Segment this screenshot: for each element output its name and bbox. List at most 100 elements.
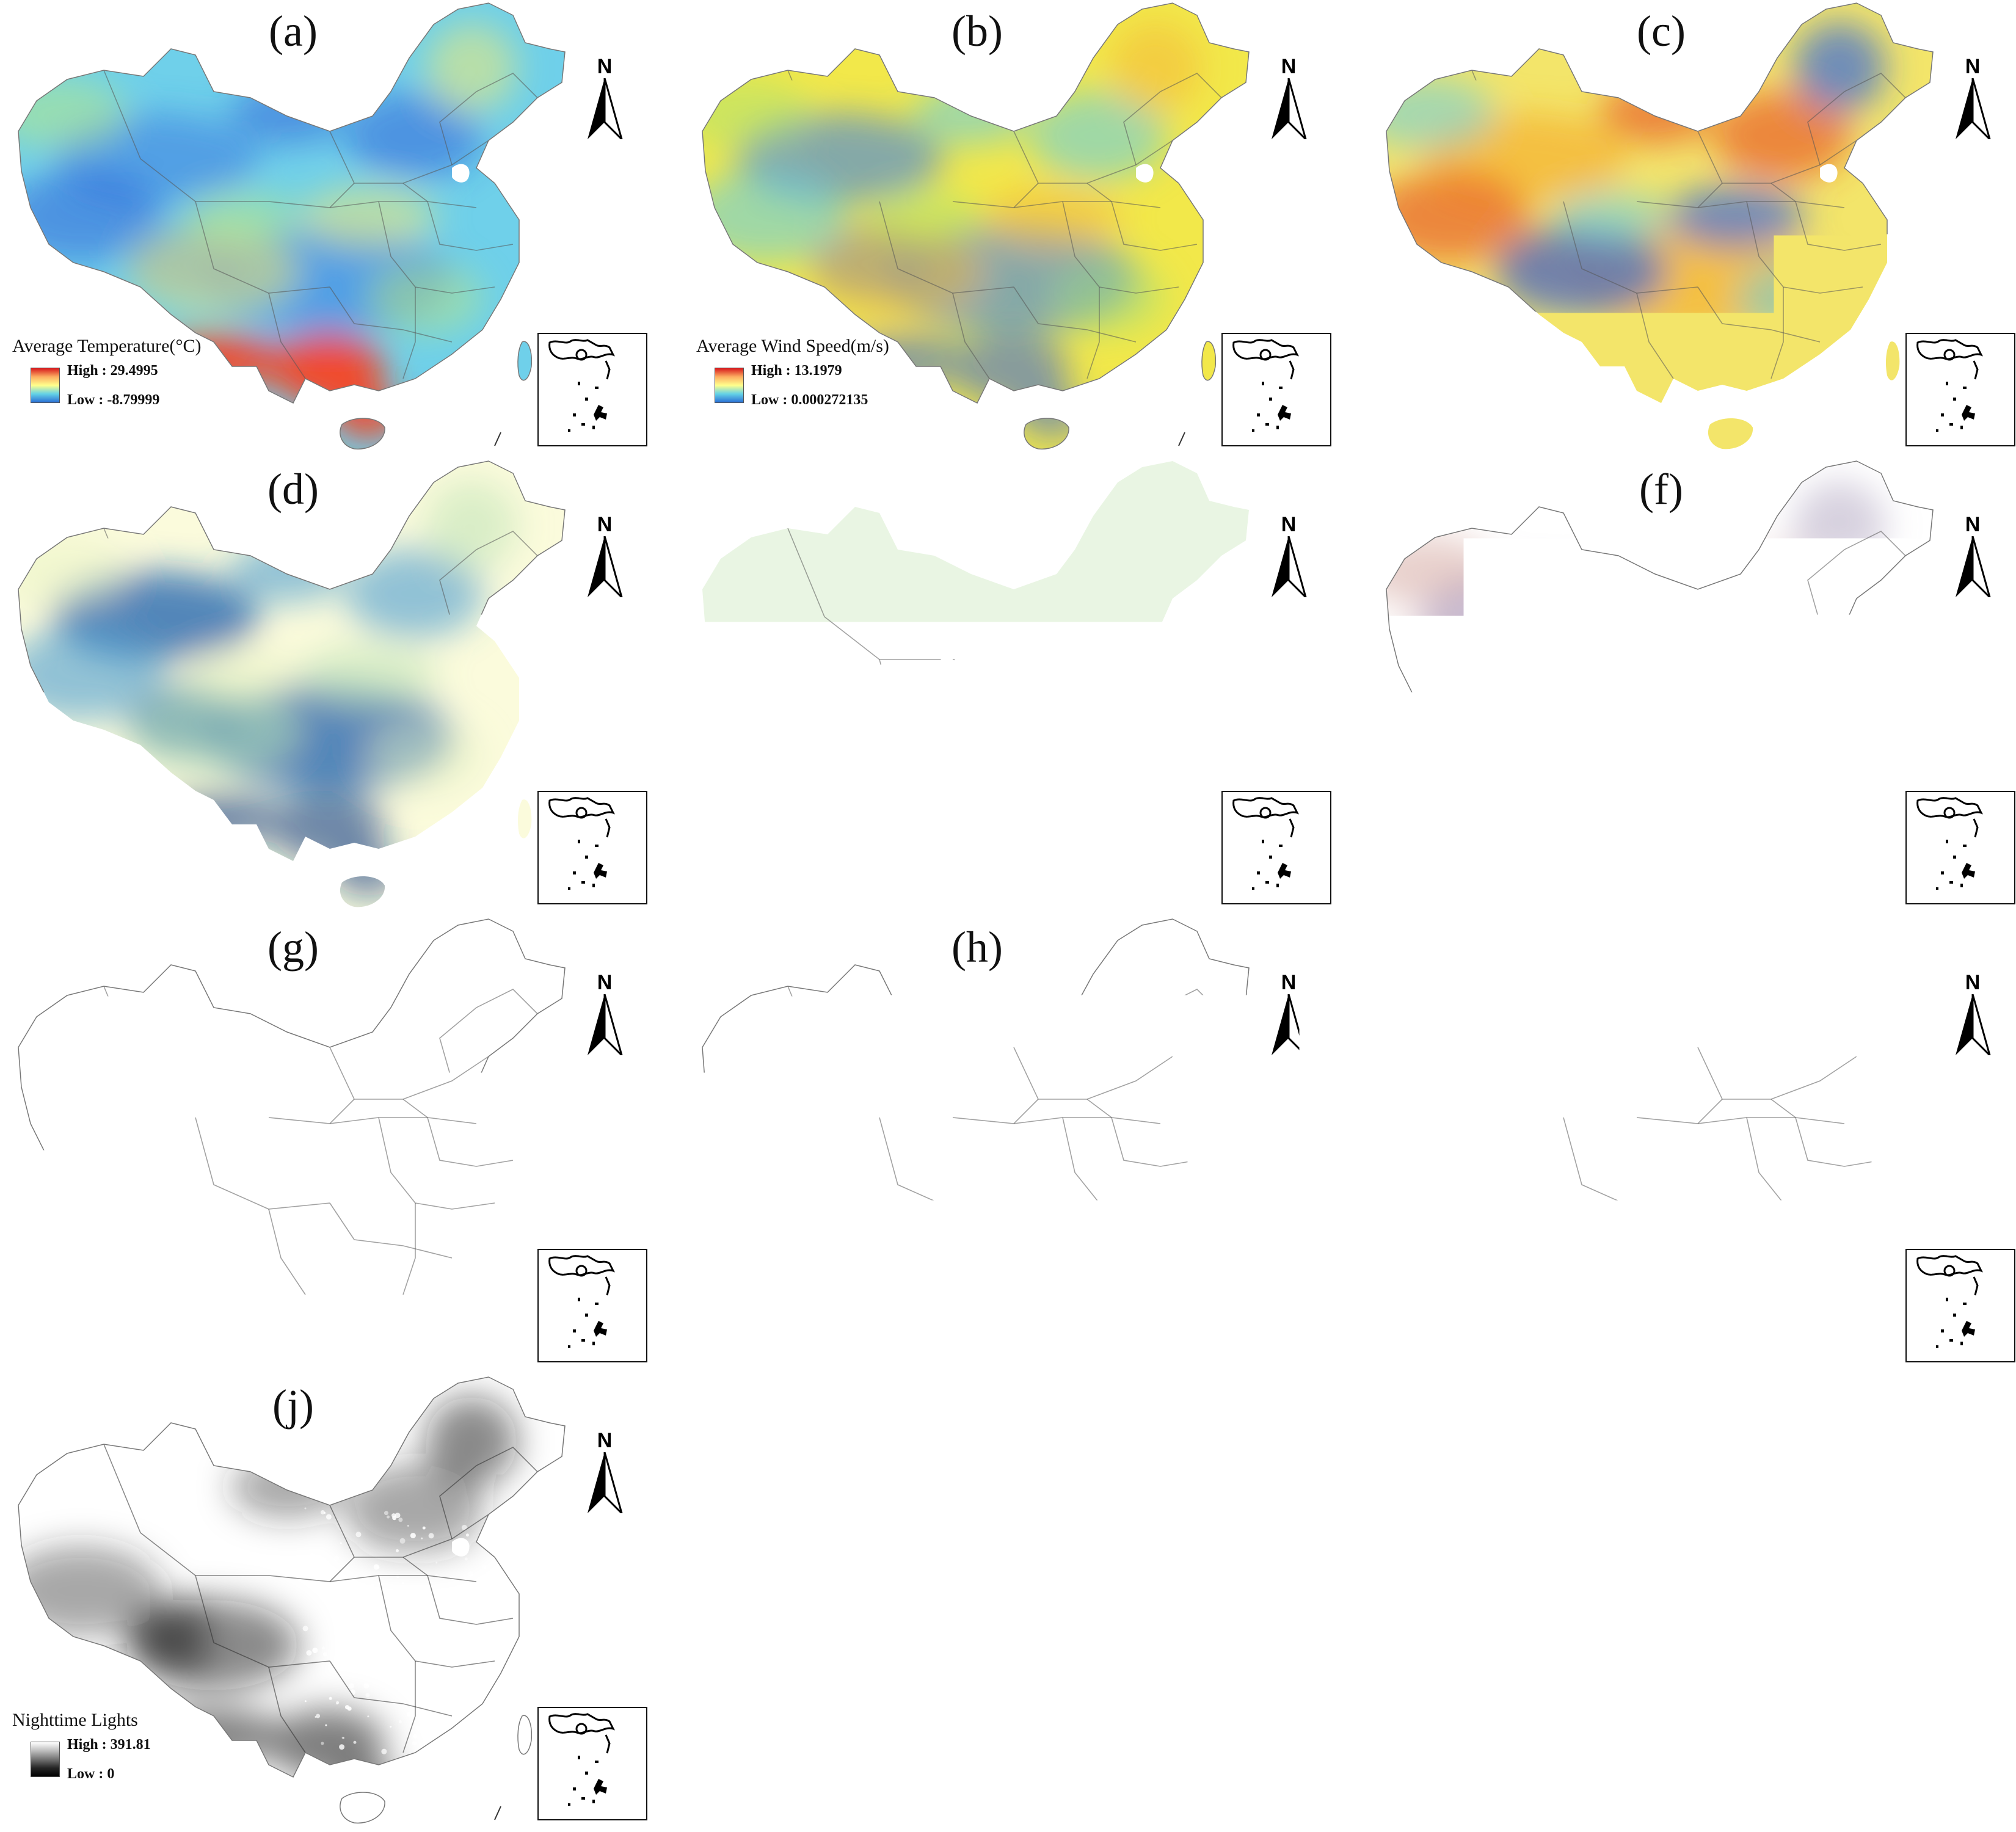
panel-label: (i) (1612, 922, 1710, 973)
bohai-sea (1136, 1080, 1154, 1099)
map-color-patch (299, 1101, 437, 1165)
inset-map-icon (1223, 334, 1330, 445)
island-marker (495, 432, 501, 446)
map-color-patch (230, 1455, 345, 1519)
inset-map-icon (1223, 1250, 1330, 1361)
legend-high-value: High : 8400 (751, 1279, 824, 1295)
light-dot (387, 1670, 388, 1671)
inset-map-icon (1907, 792, 2014, 903)
light-dot (407, 1525, 409, 1527)
bohai-sea (452, 164, 470, 183)
bohai-sea (1136, 164, 1154, 183)
legend-title: Aspect(°) (1380, 794, 1450, 815)
light-dot (344, 1632, 346, 1634)
panel-label: (f) (1612, 464, 1710, 515)
light-dot (403, 1616, 407, 1621)
north-letter: N (1954, 55, 1991, 79)
legend-high-value: High : 13.1979 (751, 363, 842, 379)
light-dot (305, 1700, 307, 1702)
map-color-patch (1017, 393, 1086, 438)
map-color-patch (1052, 720, 1167, 792)
light-dot (321, 1510, 325, 1514)
light-dot (505, 1676, 508, 1679)
light-dot (434, 1665, 439, 1670)
light-dot (355, 1532, 361, 1537)
map-color-patch (230, 539, 345, 603)
legend-title: Average Temperature(°C) (12, 336, 201, 357)
light-dot (510, 1596, 512, 1598)
south-china-sea-inset (537, 1707, 647, 1820)
map-color-patch (1552, 648, 1667, 702)
panel-label: (g) (244, 922, 342, 973)
panel-label: (b) (928, 6, 1026, 57)
legend-title: Elevation(meter) (696, 1252, 820, 1273)
map-legend: Elevation(meter) High : 8400 Low : -216 (696, 1252, 1014, 1350)
light-dot (407, 1712, 411, 1717)
light-dot (457, 1588, 459, 1590)
light-dot (400, 1538, 406, 1544)
legend-title: Precipitation(mm) (12, 794, 147, 815)
light-dot (523, 1570, 526, 1573)
legend-high-value: High : 391.81 (67, 1737, 151, 1753)
map-color-patch (868, 648, 983, 702)
map-panel-h: (h) N Elevation(meter) High : 8400 Low :… (696, 916, 1344, 1368)
map-color-patch (868, 1106, 983, 1160)
light-dot (371, 1673, 376, 1678)
light-dot (410, 1684, 414, 1688)
map-color-patch (1552, 1106, 1667, 1160)
light-dot (381, 1749, 387, 1754)
map-color-patch (368, 1178, 483, 1250)
light-dot (500, 1613, 503, 1616)
north-arrow-icon: N (1954, 513, 2003, 598)
south-china-sea-inset (1905, 1249, 2015, 1362)
light-dot (371, 1583, 375, 1588)
light-dot (396, 1549, 399, 1552)
legend-low-value: Low : 0 (67, 1766, 114, 1783)
light-dot (399, 1720, 402, 1723)
map-color-patch (1794, 939, 1885, 1029)
light-dot (345, 1705, 349, 1709)
light-dot (410, 1533, 416, 1538)
legend-color-ramp (31, 368, 60, 403)
legend-high-value: High : 1 (751, 821, 802, 837)
map-color-patch (1794, 23, 1885, 113)
light-dot (475, 1715, 476, 1717)
north-arrow-icon: N (586, 513, 635, 598)
map-color-patch (1552, 190, 1667, 244)
map-color-patch (1052, 1178, 1167, 1250)
map-color-patch (1736, 262, 1851, 334)
light-dot (376, 1605, 379, 1608)
panel-label: (j) (244, 1380, 342, 1431)
map-color-patch (1598, 539, 1713, 603)
map-color-patch (230, 81, 345, 145)
light-dot (377, 1636, 379, 1638)
legend-color-ramp (31, 1742, 60, 1777)
light-dot (482, 1609, 487, 1615)
legend-color-ramp (715, 1284, 744, 1319)
inset-map-icon (1223, 792, 1330, 903)
map-legend: Average Temperature(°C) High : 29.4995 L… (12, 336, 330, 434)
inset-map-icon (539, 1708, 646, 1819)
map-color-patch (299, 643, 437, 707)
map-panel-g: (g) N Slope(°) High : 78.5613 Low : 0 (12, 916, 660, 1368)
bohai-sea (1136, 622, 1154, 641)
north-letter: N (586, 971, 623, 995)
map-color-patch (368, 1636, 483, 1708)
light-dot (339, 1744, 344, 1750)
map-color-patch (184, 648, 299, 702)
light-dot (495, 1634, 500, 1639)
legend-low-value: Low : 8.80006 (1435, 392, 1523, 409)
south-china-sea-inset (537, 791, 647, 904)
map-panel-i: (i) N NMDI High : 1 Low : -1 (1380, 916, 2016, 1368)
light-dot (426, 1599, 429, 1602)
map-panel-e: (e) N NDVI High : 1 Low : -1 (696, 458, 1344, 910)
north-letter: N (1270, 971, 1307, 995)
light-dot (482, 1739, 487, 1743)
light-dot (465, 1557, 468, 1560)
legend-high-value: High : 29.4995 (67, 363, 158, 379)
light-dot (404, 1594, 407, 1598)
map-panel-c: (c) N RH(%) High : 99.9997 Low : 8.80006 (1380, 0, 2016, 452)
island-marker (1179, 1348, 1185, 1362)
north-arrow-icon: N (1270, 971, 1319, 1056)
light-dot (414, 1616, 416, 1618)
